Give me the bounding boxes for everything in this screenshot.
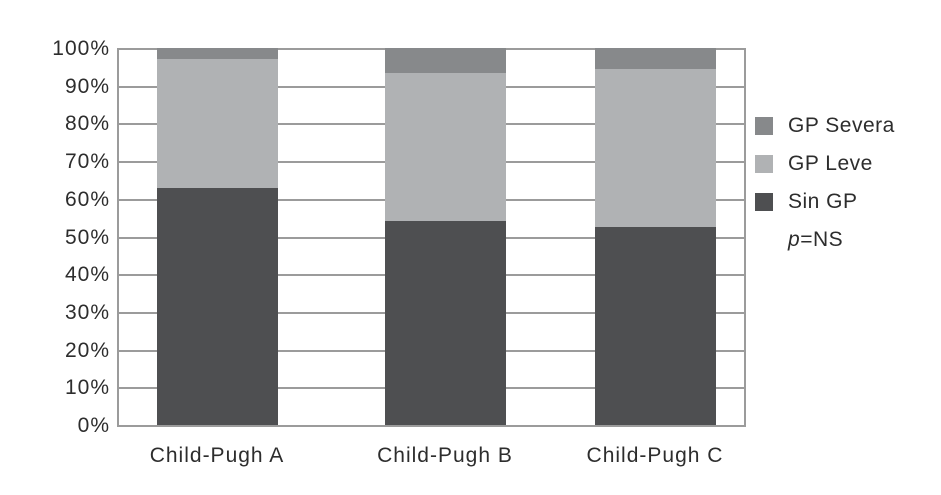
bar-segment-gp-leve [385, 72, 506, 222]
legend-label: GP Severa [788, 114, 895, 137]
y-tick-label: 10% [64, 376, 110, 400]
bar-column-child-pugh-b [385, 48, 506, 425]
legend-label: GP Leve [788, 152, 873, 175]
x-category-label: Child-Pugh B [377, 444, 513, 467]
y-tick-label: 50% [64, 225, 110, 249]
bar-column-child-pugh-c [595, 48, 716, 425]
y-tick-label: 40% [64, 263, 110, 287]
legend-marker-icon [755, 155, 773, 173]
y-tick-label: 20% [64, 338, 110, 362]
bar-segment-gp-leve [157, 59, 278, 188]
legend-items: GP Severa GP Leve Sin GP [755, 113, 895, 215]
y-tick-label: 0% [77, 414, 110, 437]
x-category-label: Child-Pugh A [149, 444, 285, 467]
y-tick-label: 80% [64, 112, 110, 136]
y-tick-label: 70% [64, 150, 110, 174]
bar-segment-sin-gp [157, 187, 278, 425]
legend-label: Sin GP [788, 190, 858, 213]
y-tick-label: 30% [64, 300, 110, 324]
y-tick-label: 90% [64, 74, 110, 98]
legend: GP Severa GP Leve Sin GP p=NS [755, 113, 895, 253]
bar-segment-gp-severa [595, 48, 716, 69]
p-value-annotation: p=NS [788, 227, 895, 253]
legend-item-gp-leve: GP Leve [755, 151, 895, 177]
bar-segment-gp-severa [385, 48, 506, 73]
y-tick-label: 100% [52, 37, 110, 60]
p-value-italic: p [788, 228, 801, 251]
x-category-label: Child-Pugh C [586, 444, 724, 467]
legend-item-gp-severa: GP Severa [755, 113, 895, 139]
bar-segment-gp-severa [157, 48, 278, 60]
bar-column-child-pugh-a [157, 48, 278, 425]
bar-segment-sin-gp [385, 221, 506, 425]
y-tick-label: 60% [64, 187, 110, 211]
bar-segment-sin-gp [595, 227, 716, 425]
legend-marker-icon [755, 193, 773, 211]
legend-item-sin-gp: Sin GP [755, 189, 895, 215]
p-value-text: =NS [800, 228, 844, 251]
plot-area [117, 48, 746, 427]
bar-segment-gp-leve [595, 68, 716, 228]
legend-marker-icon [755, 117, 773, 135]
